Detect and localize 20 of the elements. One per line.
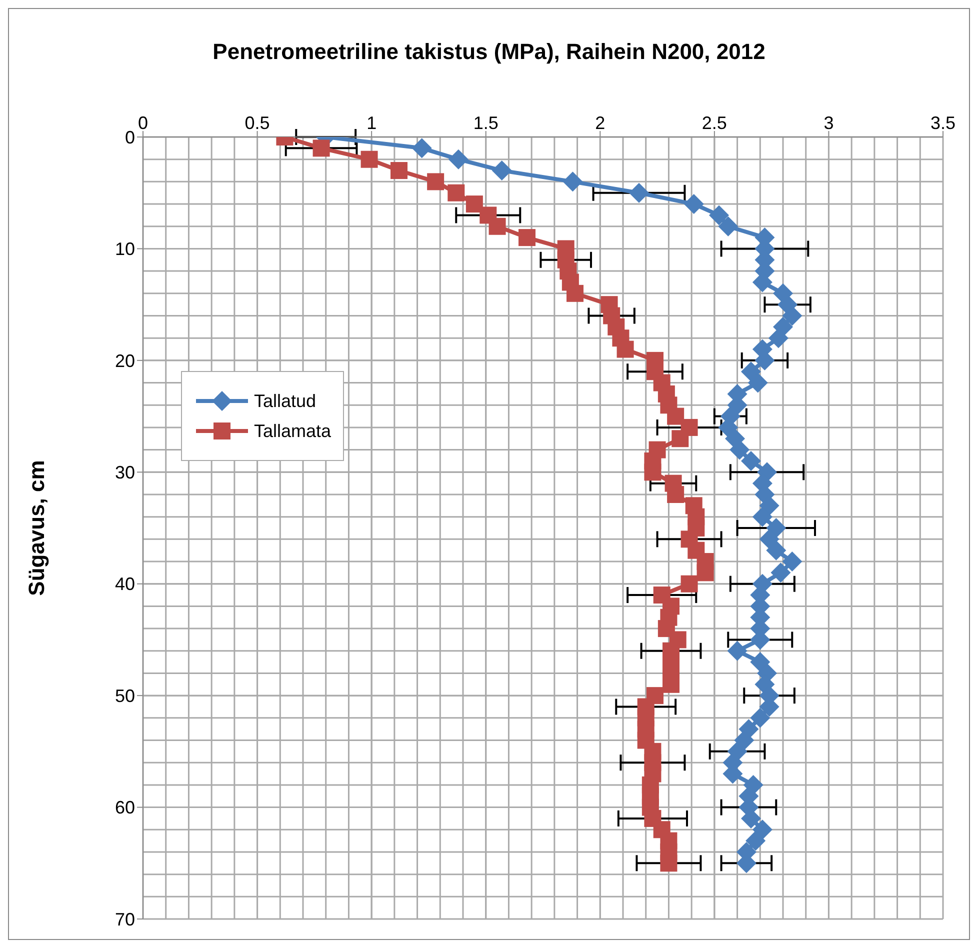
x-tick-label: 2.5 [702, 113, 727, 133]
y-tick-label: 60 [114, 798, 135, 818]
chart-title: Penetromeetriline takistus (MPa), Raihein N200, 2012 [212, 39, 766, 65]
x-tick-label: 0.5 [244, 113, 270, 133]
y-tick-label: 20 [114, 350, 135, 371]
legend-label: Tallatud [254, 390, 316, 412]
x-tick-label: 1 [366, 113, 377, 133]
x-tick-label: 3.5 [930, 113, 956, 133]
x-tick-label: 2 [595, 113, 606, 133]
y-tick-label: 50 [114, 686, 135, 706]
x-tick-label: 1.5 [473, 113, 498, 133]
y-tick-label: 30 [114, 462, 135, 483]
y-tick-label: 0 [124, 127, 135, 148]
y-tick-label: 10 [114, 239, 135, 260]
legend-label: Tallamata [254, 420, 332, 442]
x-tick-label: 3 [824, 113, 834, 133]
y-axis-title: Sügavus, cm [24, 460, 50, 596]
y-tick-label: 70 [114, 909, 135, 930]
y-tick-label: 40 [114, 574, 135, 594]
x-tick-label: 0 [138, 113, 148, 133]
